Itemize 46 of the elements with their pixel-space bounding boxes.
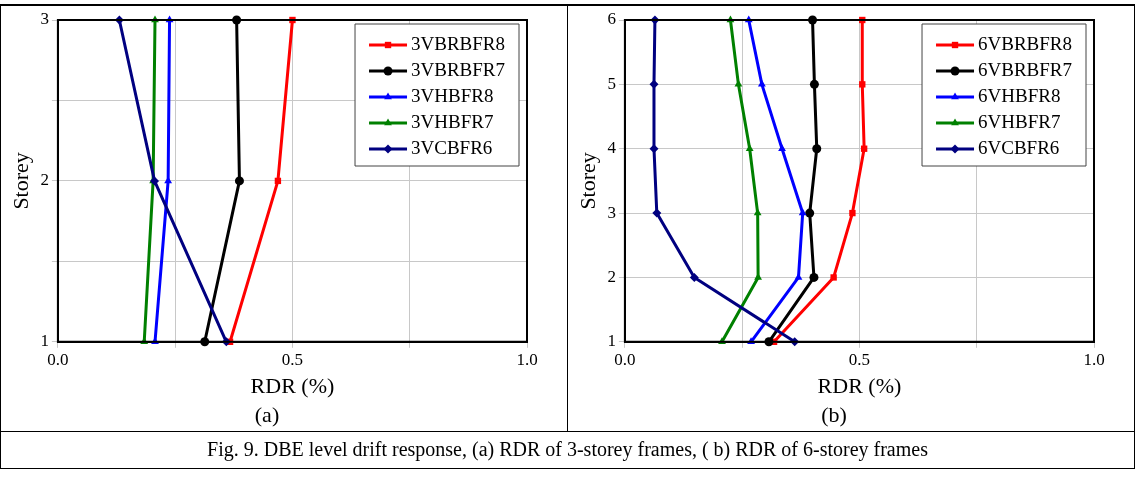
x-tick-label: 0.5	[281, 350, 304, 370]
y-axis-title: Storey	[7, 152, 33, 210]
legend-label: 3VHBFR7	[411, 110, 494, 132]
y-tick-label: 1	[607, 331, 616, 351]
y-tick-label: 3	[607, 202, 616, 222]
point	[849, 209, 856, 217]
x-tick-label: 0.0	[614, 350, 636, 370]
point	[798, 208, 807, 216]
legend-label: 6VHBFR7	[978, 110, 1061, 132]
point	[809, 79, 819, 89]
point	[809, 272, 819, 282]
point	[652, 208, 662, 218]
point	[778, 144, 786, 151]
legend-label: 6VHBFR8	[978, 84, 1061, 106]
legend-label: 6VBRBFR7	[978, 58, 1072, 80]
y-tick-label: 3	[40, 9, 49, 29]
point	[234, 176, 244, 186]
y-axis-title: Storey	[574, 152, 600, 210]
y-tick-label: 6	[607, 9, 616, 29]
legend-label: 6VCBFR6	[978, 136, 1060, 158]
text: (a)	[254, 401, 280, 427]
point	[812, 144, 822, 154]
point	[805, 208, 815, 218]
x-tick-label: 1.0	[516, 350, 538, 370]
caption: Fig. 9. DBE level drift response, (a) RDR of 3-storey frames, ( b) RDR of 6-storey frames	[207, 438, 928, 460]
point	[689, 272, 699, 282]
point	[757, 79, 766, 87]
x-axis-title: RDR (%)	[250, 373, 335, 399]
point	[745, 144, 754, 151]
x-axis-title: RDR (%)	[817, 373, 902, 399]
legend-label: 6VBRBFR8	[978, 32, 1072, 54]
legend-label: 3VCBFR6	[411, 136, 493, 158]
x-tick-label: 0.5	[848, 350, 871, 370]
legend-label: 3VBRBFR7	[411, 58, 505, 80]
x-tick-label: 1.0	[1083, 350, 1105, 370]
text: (b)	[821, 401, 847, 427]
point	[830, 274, 837, 281]
legend-label: 3VHBFR8	[411, 84, 494, 106]
y-tick-label: 2	[607, 266, 616, 286]
y-tick-label: 1	[40, 331, 49, 351]
y-tick-label: 2	[40, 170, 49, 190]
legend-label: 3VBRBFR8	[411, 32, 505, 54]
y-tick-label: 4	[607, 138, 617, 158]
point	[859, 81, 866, 88]
x-tick-label: 0.0	[47, 350, 69, 370]
y-tick-label: 5	[607, 73, 616, 93]
